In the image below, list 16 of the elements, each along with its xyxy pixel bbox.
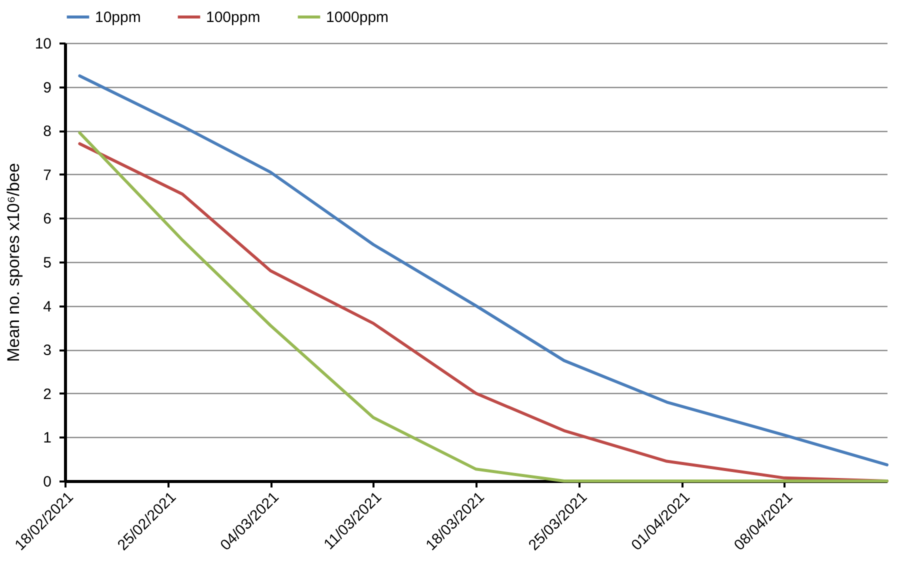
- line-series: [78, 74, 888, 466]
- y-tick-label: 6: [43, 210, 52, 228]
- y-tick-label: 3: [43, 342, 52, 360]
- y-axis-title: Mean no. spores x10⁶/bee: [4, 163, 23, 362]
- legend-label: 1000ppm: [326, 9, 389, 26]
- y-tick-label: 2: [43, 386, 52, 403]
- y-tick-label: 9: [43, 79, 52, 96]
- legend-label: 100ppm: [206, 9, 260, 26]
- y-tick-label: 0: [43, 474, 52, 490]
- y-tick-label: 7: [43, 166, 52, 184]
- y-tick-label: 4: [43, 298, 52, 316]
- y-tick-label: 5: [43, 254, 52, 272]
- y-tick-label: 10: [34, 36, 52, 52]
- y-tick-label: 8: [43, 123, 52, 140]
- y-tick-label: 1: [43, 430, 52, 447]
- legend-label: 10ppm: [95, 9, 141, 26]
